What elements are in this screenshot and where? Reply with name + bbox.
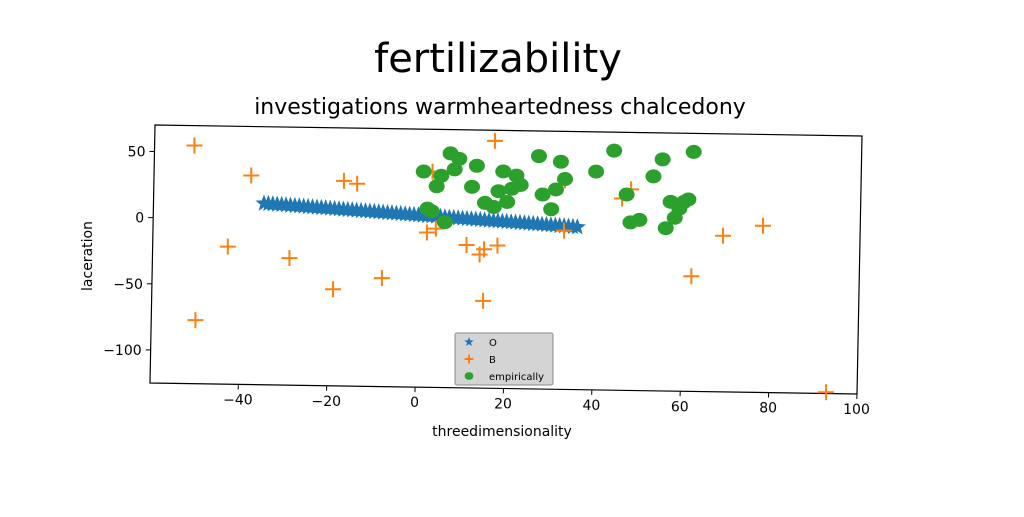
circle-marker xyxy=(531,149,547,163)
x-axis-label: threedimensionality xyxy=(432,424,572,440)
x-tick-label: 0 xyxy=(410,395,419,411)
circle-marker xyxy=(588,165,604,179)
chart-subtitle: investigations warmheartedness chalcedon… xyxy=(254,95,746,120)
circle-marker xyxy=(631,213,647,227)
chart-title: fertilizability xyxy=(374,36,622,82)
y-tick-label: 50 xyxy=(128,144,146,160)
circle-marker xyxy=(686,145,702,159)
circle-marker xyxy=(465,372,474,380)
y-axis-label: laceration xyxy=(80,221,96,291)
x-tick-label: 60 xyxy=(671,399,689,415)
legend-label: empirically xyxy=(489,372,544,383)
y-tick-label: −50 xyxy=(113,277,143,293)
circle-marker xyxy=(606,144,622,158)
legend-label: O xyxy=(489,338,497,349)
x-tick-label: −40 xyxy=(223,392,253,408)
circle-marker xyxy=(424,204,440,218)
circle-marker xyxy=(680,192,696,206)
circle-marker xyxy=(619,188,635,202)
circle-marker xyxy=(553,155,569,169)
circle-marker xyxy=(543,202,559,216)
circle-marker xyxy=(437,215,453,229)
circle-marker xyxy=(451,152,467,166)
x-tick-label: 80 xyxy=(759,401,777,417)
circle-marker xyxy=(513,178,529,192)
x-tick-label: 100 xyxy=(843,402,870,418)
x-tick-label: 20 xyxy=(494,397,512,413)
circle-marker xyxy=(645,169,661,183)
y-tick-label: 0 xyxy=(135,211,144,227)
circle-marker xyxy=(655,152,671,166)
x-tick-label: 40 xyxy=(582,398,600,414)
x-tick-label: −20 xyxy=(311,394,341,410)
circle-marker xyxy=(499,195,515,209)
circle-marker xyxy=(416,165,432,179)
circle-marker xyxy=(557,172,573,186)
circle-marker xyxy=(464,180,480,194)
circle-marker xyxy=(469,159,485,173)
legend-label: B xyxy=(489,355,496,366)
y-tick-label: −100 xyxy=(103,343,141,359)
